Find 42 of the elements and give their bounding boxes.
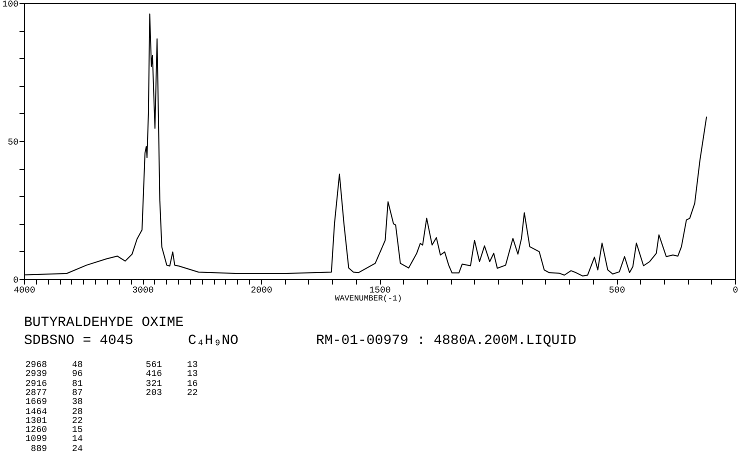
- x-axis-title: WAVENUMBER(-1): [334, 294, 402, 304]
- y-tick-label: 100: [2, 0, 18, 10]
- text: 889: [30, 444, 47, 454]
- text: 2916: [24, 378, 47, 389]
- text: 13: [187, 369, 198, 380]
- y-tick-label: 0: [13, 276, 18, 286]
- text: 2968: [24, 360, 47, 370]
- x-tick-label: 0: [732, 286, 738, 296]
- text: 14: [72, 434, 83, 444]
- text: 15: [72, 425, 83, 436]
- text: 321: [144, 378, 162, 389]
- text: 38: [72, 397, 83, 408]
- text: 48: [72, 360, 83, 370]
- text: 81: [72, 378, 83, 389]
- text: 22: [72, 416, 83, 426]
- x-tick-label: 2000: [250, 286, 272, 296]
- text: 96: [72, 369, 83, 380]
- text: 24: [72, 444, 83, 454]
- text: 1301: [24, 416, 47, 426]
- text: 1464: [24, 406, 47, 416]
- text: 13: [187, 360, 198, 370]
- text: 416: [144, 369, 162, 380]
- y-tick-label: 50: [8, 138, 18, 148]
- text: 2939: [24, 369, 47, 380]
- text: 2877: [24, 388, 47, 398]
- text: 28: [72, 406, 83, 416]
- text: RM-01-00979 : 4880A.200M.LIQUID: [316, 333, 576, 349]
- text: C₄H₉NO: [188, 333, 238, 349]
- text: 87: [72, 388, 83, 398]
- text: BUTYRALDEHYDE OXIME: [24, 315, 184, 331]
- text: 203: [144, 388, 162, 398]
- text: 16: [187, 378, 198, 389]
- text: SDBSNO = 4045: [24, 333, 134, 349]
- x-tick-label: 3000: [132, 286, 154, 296]
- text: 1099: [24, 434, 47, 444]
- text: 1669: [24, 397, 47, 408]
- x-tick-label: 4000: [14, 286, 36, 296]
- text: 1260: [24, 425, 47, 436]
- x-tick-label: 1500: [369, 286, 391, 296]
- text: 561: [144, 360, 162, 370]
- text: 22: [187, 388, 198, 398]
- x-tick-label: 500: [608, 286, 626, 296]
